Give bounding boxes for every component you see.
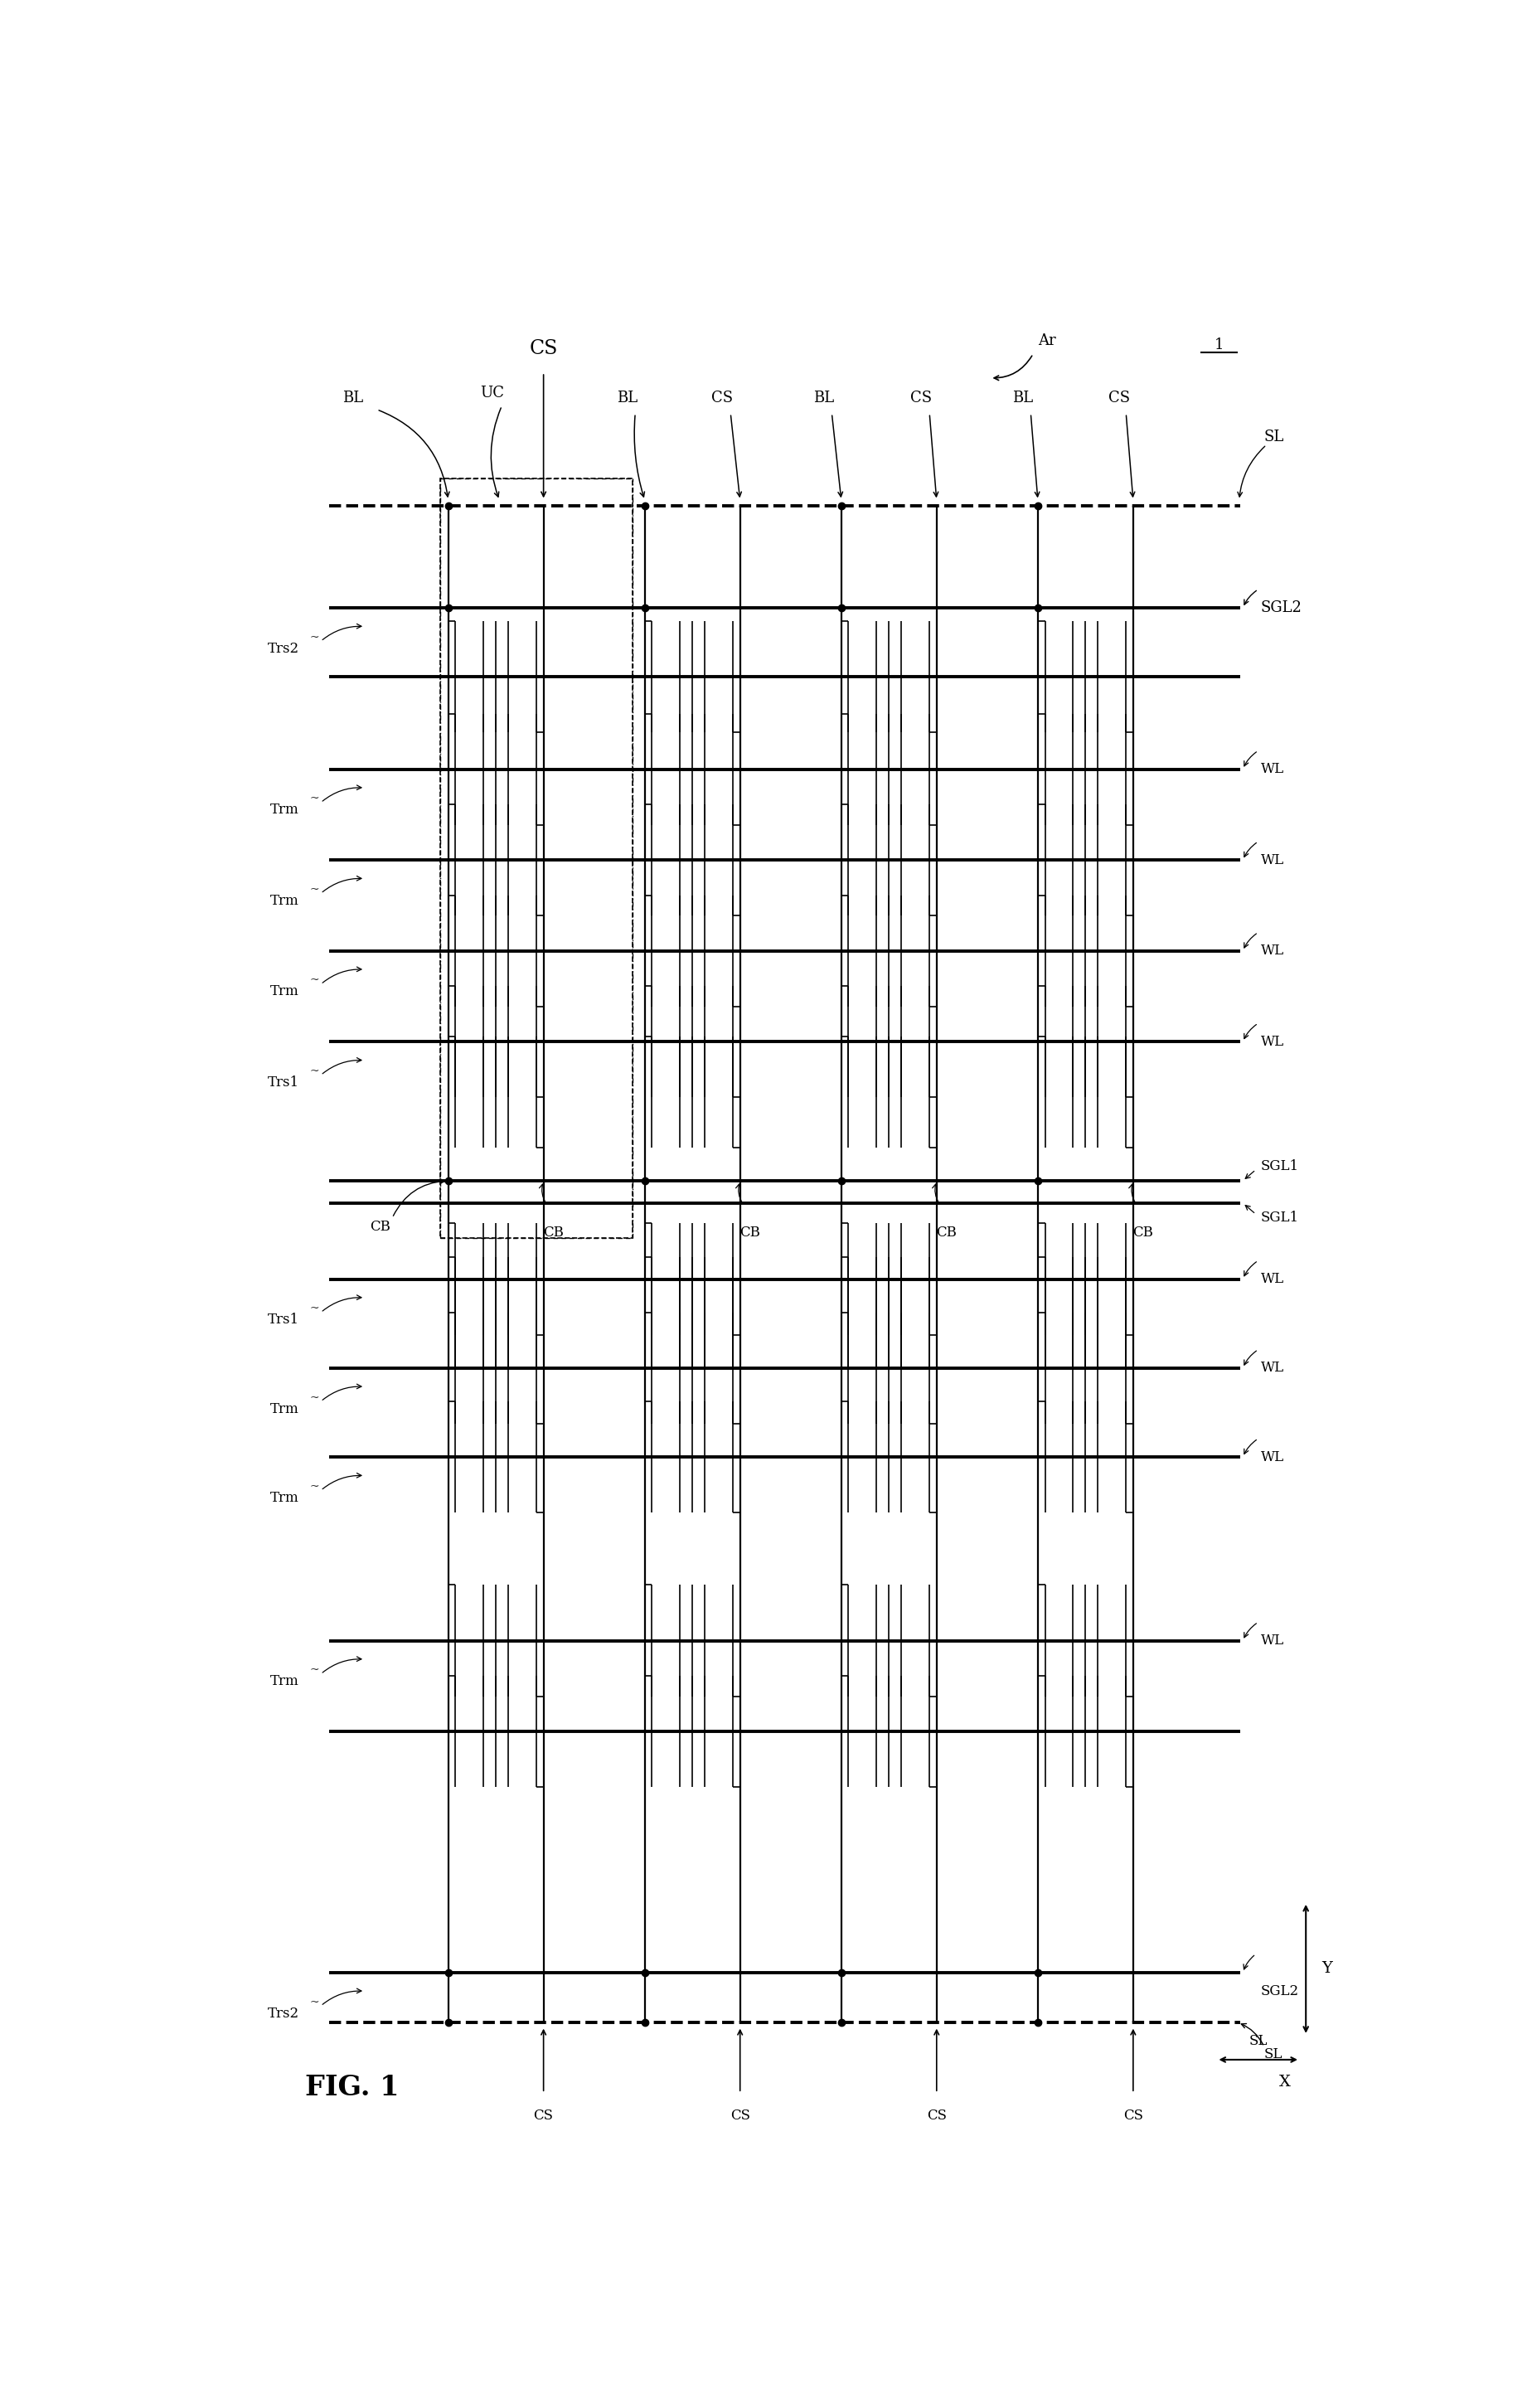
Text: FIG. 1: FIG. 1 xyxy=(306,2073,400,2102)
Text: CB: CB xyxy=(370,1221,390,1235)
Text: ~: ~ xyxy=(310,1392,320,1404)
Text: CS: CS xyxy=(910,390,931,407)
Text: Y: Y xyxy=(1322,1963,1333,1977)
Text: ~: ~ xyxy=(310,884,320,896)
Text: Trm: Trm xyxy=(271,985,300,999)
Text: BL: BL xyxy=(1011,390,1033,407)
Text: SGL1: SGL1 xyxy=(1260,1158,1299,1173)
Text: CS: CS xyxy=(529,340,558,359)
Text: BL: BL xyxy=(616,390,638,407)
Text: BL: BL xyxy=(343,390,363,407)
Text: Trm: Trm xyxy=(271,893,300,908)
Text: Trs2: Trs2 xyxy=(267,2006,300,2020)
Text: Trs1: Trs1 xyxy=(267,1076,300,1088)
Text: 1: 1 xyxy=(1214,337,1223,352)
Text: ~: ~ xyxy=(310,1067,320,1076)
Text: Trs2: Trs2 xyxy=(267,641,300,655)
Text: CS: CS xyxy=(927,2109,947,2121)
Text: ~: ~ xyxy=(310,1996,320,2008)
Text: CB: CB xyxy=(543,1226,564,1240)
Text: SL: SL xyxy=(1263,431,1285,445)
Text: WL: WL xyxy=(1260,944,1283,958)
Text: Trs1: Trs1 xyxy=(267,1312,300,1327)
Text: WL: WL xyxy=(1260,852,1283,867)
Text: CB: CB xyxy=(1133,1226,1153,1240)
Text: ~: ~ xyxy=(310,792,320,804)
Text: SGL1: SGL1 xyxy=(1260,1211,1299,1226)
Text: SL: SL xyxy=(1263,2047,1283,2061)
Text: WL: WL xyxy=(1260,1450,1283,1464)
Text: CB: CB xyxy=(739,1226,759,1240)
Text: Ar: Ar xyxy=(1039,332,1056,349)
Text: ~: ~ xyxy=(310,1481,320,1493)
Text: CS: CS xyxy=(1124,2109,1144,2121)
Text: SGL2: SGL2 xyxy=(1260,600,1302,616)
Text: Trm: Trm xyxy=(271,1401,300,1416)
Text: WL: WL xyxy=(1260,1361,1283,1375)
Text: ~: ~ xyxy=(310,1664,320,1676)
Text: ~: ~ xyxy=(310,975,320,987)
Text: ~: ~ xyxy=(310,631,320,643)
Text: ~: ~ xyxy=(310,1303,320,1315)
Text: CS: CS xyxy=(730,2109,750,2121)
Text: X: X xyxy=(1279,2073,1290,2090)
Text: CB: CB xyxy=(936,1226,956,1240)
Text: WL: WL xyxy=(1260,1035,1283,1050)
Text: Trm: Trm xyxy=(271,1674,300,1688)
Text: WL: WL xyxy=(1260,1271,1283,1286)
Text: Trm: Trm xyxy=(271,1491,300,1505)
Text: SGL2: SGL2 xyxy=(1260,1984,1299,1999)
Text: UC: UC xyxy=(480,385,504,400)
Text: SL: SL xyxy=(1250,2035,1268,2049)
Text: CS: CS xyxy=(533,2109,553,2121)
Text: CS: CS xyxy=(712,390,733,407)
Text: CS: CS xyxy=(1108,390,1130,407)
Text: Trm: Trm xyxy=(271,802,300,816)
Text: BL: BL xyxy=(813,390,835,407)
Text: WL: WL xyxy=(1260,763,1283,775)
Text: WL: WL xyxy=(1260,1633,1283,1647)
